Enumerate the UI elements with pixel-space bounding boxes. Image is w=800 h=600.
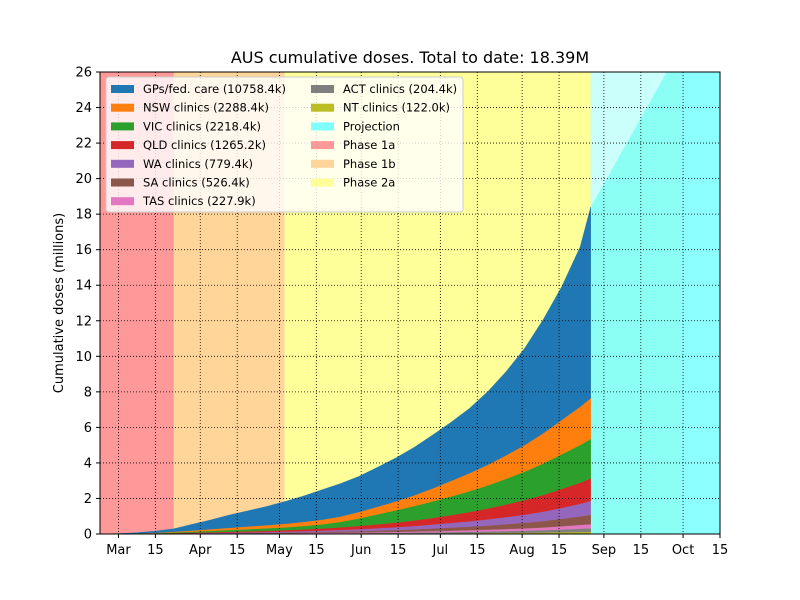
x-tick-label-2: Apr — [189, 543, 212, 558]
x-tick-label-7: 15 — [390, 543, 407, 558]
x-tick-label-3: 15 — [229, 543, 246, 558]
legend-swatch-10 — [311, 141, 334, 150]
axes: Mar 15 Apr 15 May 15 Jun 15 Jul 15 Aug 15 Sep 15 Oct 15… — [75, 66, 728, 559]
legend-label-6: TAS clinics (227.9k) — [142, 194, 256, 208]
chart-title: AUS cumulative doses. Total to date: 18.… — [231, 48, 589, 67]
legend-swatch-11 — [311, 159, 334, 168]
x-tick-label-1: 15 — [147, 543, 164, 558]
legend-swatch-6 — [111, 197, 134, 206]
y-tick-label-12: 24 — [75, 101, 92, 116]
y-tick-label-9: 18 — [75, 208, 92, 223]
legend-label-11: Phase 1b — [343, 157, 396, 171]
x-tick-label-10: Aug — [509, 543, 534, 558]
y-tick-label-6: 12 — [75, 314, 92, 329]
x-tick-label-11: 15 — [551, 543, 568, 558]
y-tick-label-2: 4 — [84, 456, 92, 471]
x-tick-label-0: Mar — [106, 543, 131, 558]
y-tick-label-4: 8 — [84, 385, 92, 400]
plot-frame — [99, 71, 721, 535]
y-tick-label-7: 14 — [75, 279, 92, 294]
legend-label-12: Phase 2a — [343, 176, 395, 190]
legend-label-7: ACT clinics (204.4k) — [343, 82, 457, 96]
projection-layer — [590, 72, 720, 534]
y-tick-label-11: 22 — [75, 137, 92, 152]
x-tick-label-8: Jul — [431, 543, 448, 558]
y-tick-label-5: 10 — [75, 350, 92, 365]
y-tick-label-10: 20 — [75, 172, 92, 187]
legend-label-5: SA clinics (526.4k) — [143, 176, 250, 190]
y-axis-label: Cumulative doses (millions) — [52, 213, 67, 393]
x-tick-label-15: 15 — [712, 543, 729, 558]
y-tick-label-8: 16 — [75, 243, 92, 258]
legend-box — [105, 76, 464, 213]
legend-label-4: WA clinics (779.4k) — [143, 157, 253, 171]
y-tick-label-0: 0 — [84, 528, 92, 543]
legend-swatch-4 — [111, 159, 134, 168]
x-tick-label-4: May — [266, 543, 293, 558]
legend-label-0: GPs/fed. care (10758.4k) — [143, 82, 286, 96]
legend-swatch-0 — [111, 85, 134, 93]
x-tick-label-5: 15 — [308, 543, 325, 558]
legend-swatch-5 — [111, 178, 134, 187]
y-tick-label-13: 26 — [75, 66, 92, 81]
legend-label-8: NT clinics (122.0k) — [343, 101, 450, 115]
legend-label-1: NSW clinics (2288.4k) — [143, 101, 269, 115]
legend-label-9: Projection — [343, 119, 400, 133]
legend-label-10: Phase 1a — [343, 138, 395, 152]
legend-swatch-2 — [111, 122, 134, 131]
legend-swatch-9 — [311, 122, 334, 131]
x-tick-label-9: 15 — [469, 543, 486, 558]
x-tick-label-12: Sep — [592, 543, 617, 558]
legend: GPs/fed. care (10758.4k) NSW clinics (228… — [105, 76, 464, 213]
legend-label-2: VIC clinics (2218.4k) — [143, 119, 261, 133]
y-tick-label-1: 2 — [84, 492, 92, 507]
projection-wedge — [590, 72, 667, 208]
series-area-1 — [100, 206, 591, 534]
legend-swatch-7 — [311, 85, 334, 93]
legend-swatch-12 — [311, 178, 334, 187]
x-tick-label-6: Jun — [350, 543, 371, 558]
legend-label-3: QLD clinics (1265.2k) — [143, 138, 266, 152]
legend-swatch-8 — [311, 103, 334, 112]
x-tick-label-14: Oct — [672, 543, 694, 558]
legend-swatch-1 — [111, 103, 134, 112]
legend-swatch-3 — [111, 141, 134, 150]
y-tick-label-3: 6 — [84, 421, 92, 436]
x-tick-label-13: 15 — [633, 543, 650, 558]
